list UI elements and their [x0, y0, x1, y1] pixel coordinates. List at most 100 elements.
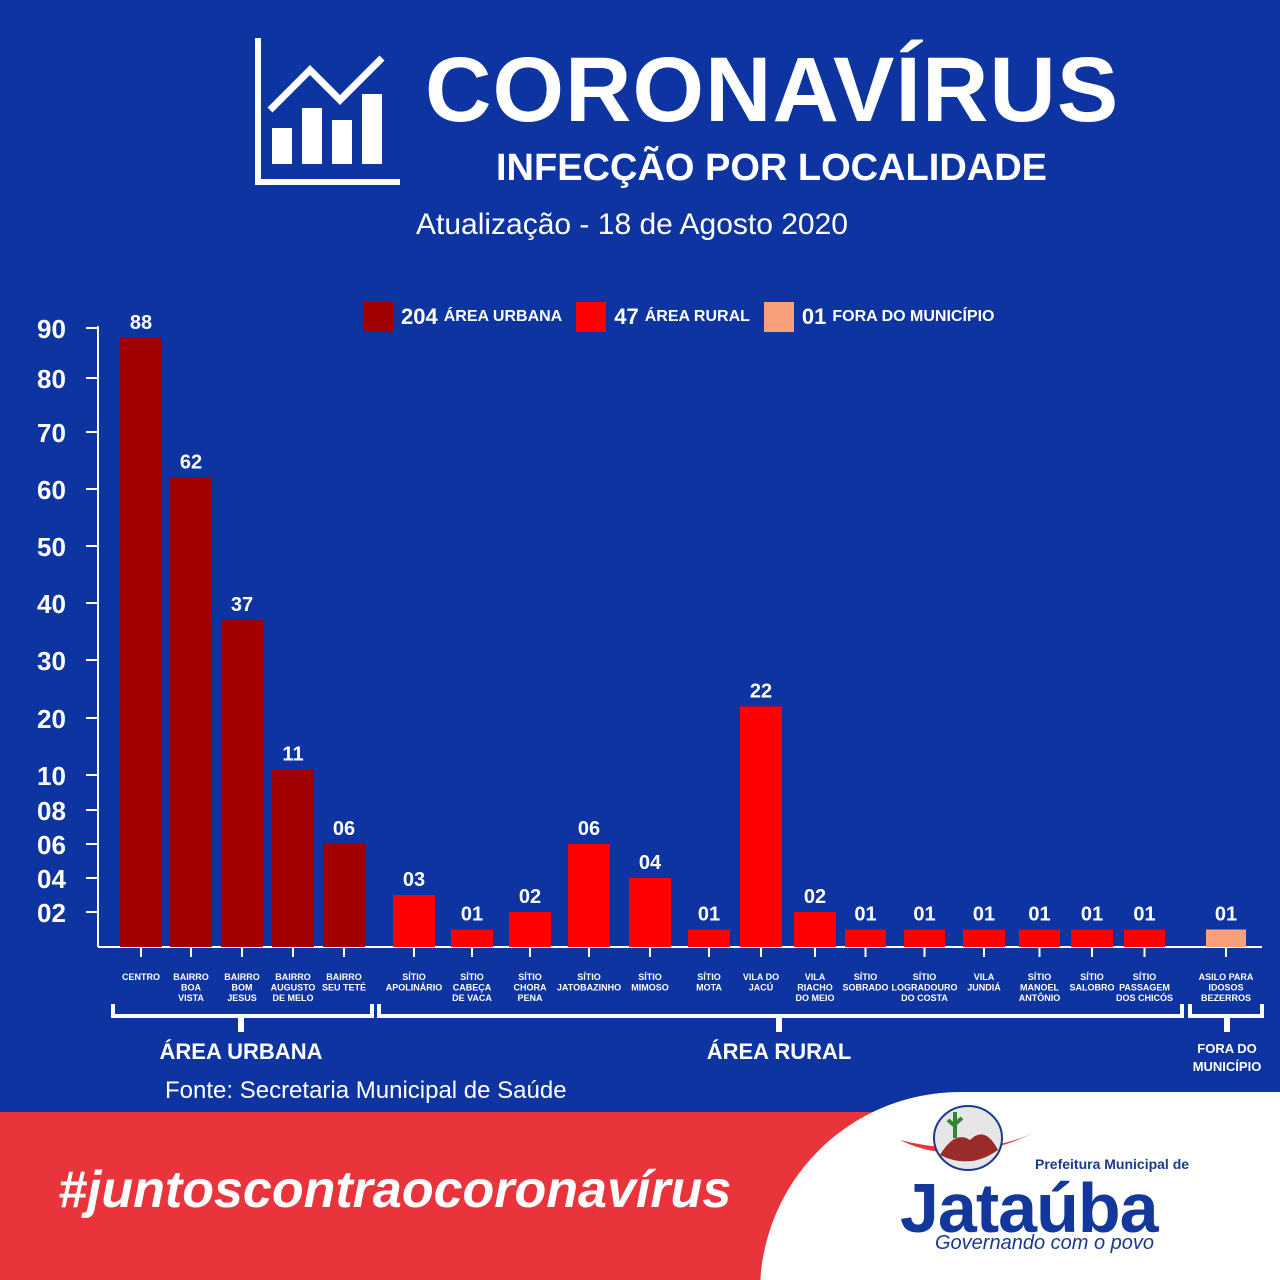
source-note: Fonte: Secretaria Municipal de Saúde: [165, 1077, 567, 1104]
x-tick-label: SÍTIO: [518, 972, 542, 982]
x-tick-label: MIMOSO: [631, 983, 669, 993]
bar: [963, 929, 1005, 947]
x-tick-label: SÍTIO: [638, 972, 662, 982]
x-tick-label: SÍTIO: [1028, 972, 1052, 982]
bar: [794, 912, 836, 947]
legend-count-urban: 204: [401, 304, 438, 329]
bar: [221, 620, 263, 947]
x-tick-label: BAIRRO: [224, 972, 260, 982]
x-tick-label: VISTA: [178, 993, 204, 1003]
bar: [509, 912, 551, 947]
bar-chart: 90 80 70 60 50 40 30 20 10 08 06 04 02 88 CENTRO 62 BAIR…: [37, 312, 1264, 1074]
x-tick-label: BAIRRO: [326, 972, 362, 982]
chart-legend: 204 ÁREA URBANA 47 ÁREA RURAL 01 FORA DO…: [363, 300, 1008, 334]
x-tick-label: PENA: [517, 993, 543, 1003]
x-tick-label: MANOEL: [1020, 983, 1059, 993]
x-tick-label: LOGRADOURO: [892, 983, 958, 993]
legend-count-outside: 01: [801, 304, 827, 329]
data-label: 03: [403, 869, 425, 891]
x-tick-label: SÍTIO: [1133, 972, 1157, 982]
bar: [904, 929, 945, 947]
x-tick-label: SÍTIO: [913, 972, 937, 982]
y-tick-label: 80: [37, 364, 66, 394]
x-tick-label: JUNDIÁ: [967, 983, 1001, 993]
data-label: 01: [913, 904, 935, 926]
data-label: 01: [698, 904, 720, 926]
data-label: 11: [282, 743, 303, 765]
y-tick-label: 06: [37, 830, 66, 860]
x-tick-label: RIACHO: [797, 983, 833, 993]
legend-swatch-outside: [763, 302, 794, 332]
x-tick-label: BOA: [181, 983, 202, 993]
x-tick-label: SÍTIO: [697, 972, 721, 982]
x-tick-label: DO MEIO: [795, 993, 834, 1003]
x-tick-label: IDOSOS: [1208, 983, 1243, 993]
legend-label-urban: ÁREA URBANA: [443, 308, 563, 325]
bar: [1124, 929, 1165, 947]
x-tick-label: VILA DO: [743, 972, 779, 982]
x-tick-label: JATOBAZINHO: [557, 983, 621, 993]
bar: [120, 338, 162, 947]
x-tick-label: DOS CHICÓS: [1116, 992, 1173, 1003]
chart-growth-icon: [255, 38, 400, 185]
bar: [688, 929, 730, 947]
bar: [272, 769, 314, 947]
data-label: 06: [578, 818, 600, 840]
x-tick-label: SÍTIO: [577, 972, 601, 982]
x-tick-label: VILA: [974, 972, 995, 982]
x-tick-label: SÍTIO: [854, 972, 878, 982]
x-tick-label: DO COSTA: [901, 993, 948, 1003]
bar: [393, 895, 435, 947]
x-tick-label: DE VACA: [452, 993, 492, 1003]
page-title: CORONAVÍRUS: [425, 39, 1120, 141]
x-tick-label: SÍTIO: [460, 972, 484, 982]
y-tick-label: 04: [37, 864, 66, 894]
data-label: 01: [1215, 904, 1237, 926]
data-label: 62: [180, 452, 202, 474]
y-tick-label: 20: [37, 704, 66, 734]
x-tick-label: DE MELO: [272, 993, 313, 1003]
x-tick-label: APOLINÁRIO: [386, 983, 443, 993]
bar: [323, 844, 365, 947]
x-tick-label: VILA: [805, 972, 826, 982]
y-tick-label: 50: [37, 532, 66, 562]
bar: [568, 844, 610, 947]
legend-label-rural: ÁREA RURAL: [644, 308, 750, 325]
legend-count-rural: 47: [614, 304, 639, 329]
data-label: 37: [231, 594, 253, 616]
y-tick-label: 70: [37, 418, 66, 448]
data-label: 04: [639, 852, 662, 874]
x-tick-label: BAIRRO: [275, 972, 311, 982]
bar: [451, 929, 493, 947]
prefeitura-label: Prefeitura Municipal de: [1035, 1156, 1190, 1172]
update-date: Atualização - 18 de Agosto 2020: [416, 208, 848, 241]
legend-item-outside: 01 FORA DO MUNICÍPIO: [763, 302, 995, 332]
group-bracket: [377, 1004, 1184, 1018]
bar: [740, 706, 782, 947]
x-tick-label: CENTRO: [122, 972, 160, 982]
x-tick-label: AUGUSTO: [271, 983, 316, 993]
x-tick-label: PASSAGEM: [1119, 983, 1170, 993]
bar: [170, 477, 212, 947]
hashtag: #juntoscontraocoronavírus: [58, 1161, 732, 1219]
data-label: 01: [461, 904, 483, 926]
legend-item-urban: 204 ÁREA URBANA: [363, 302, 562, 332]
group-label: ÁREA URBANA: [160, 1039, 323, 1064]
data-label: 01: [1028, 904, 1050, 926]
data-label: 88: [130, 312, 152, 334]
y-tick-label: 60: [37, 475, 66, 505]
group-label: ÁREA RURAL: [707, 1039, 852, 1064]
data-label: 22: [750, 680, 772, 702]
y-tick-label: 30: [37, 646, 66, 676]
y-tick-label: 40: [37, 589, 66, 619]
group-label: MUNICÍPIO: [1193, 1059, 1262, 1074]
data-label: 01: [973, 904, 995, 926]
x-tick-label: SÍTIO: [402, 972, 426, 982]
legend-label-outside: FORA DO MUNICÍPIO: [832, 308, 995, 325]
y-tick-label: 08: [37, 796, 66, 826]
x-tick-label: SOBRADO: [842, 983, 888, 993]
x-tick-label: JESUS: [227, 993, 257, 1003]
bar: [1071, 929, 1113, 947]
x-tick-label: CABEÇA: [453, 983, 492, 993]
